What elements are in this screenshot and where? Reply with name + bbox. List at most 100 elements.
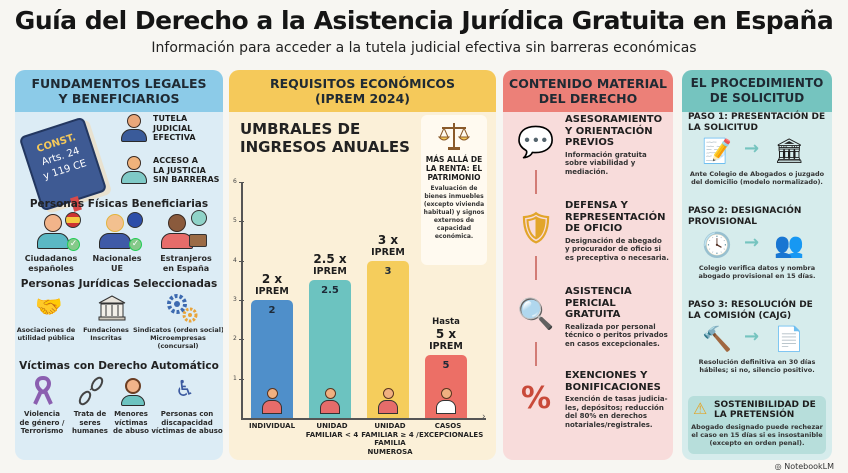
eu-flag-icon bbox=[127, 212, 143, 228]
document-pen-icon: 📝 bbox=[702, 137, 732, 165]
victima-line: Trata de bbox=[73, 410, 107, 418]
top-label-main: 2.5 x bbox=[313, 252, 347, 267]
patrimonio-text: Evaluación de bienes inmuebles (excepto vi… bbox=[421, 185, 487, 241]
child-icon bbox=[121, 378, 145, 406]
bar-top-label: 2.5 x IPREM bbox=[301, 252, 359, 277]
gears-icon bbox=[165, 293, 199, 323]
top-label-sub: IPREM bbox=[255, 286, 289, 297]
desc-line: hábiles; si no, silencio positivo. bbox=[699, 366, 815, 374]
income-threshold-chart: › 1 2 3 4 5 6 2 2 x IPREM INDIVIDUAL 2.5 2.5 x IPREM U… bbox=[229, 70, 496, 460]
contenido-title: DEFENSA Y REPRESENTACIÓN DE OFICIO bbox=[565, 200, 671, 235]
bar-top-label: 2 x IPREM bbox=[243, 272, 301, 297]
patrimonio-title-line: MÁS ALLÁ DE bbox=[425, 155, 483, 164]
warning-icon: ⚠ bbox=[693, 399, 708, 418]
title-line: ASESORAMIENTO bbox=[565, 114, 663, 125]
title-line: DEFENSA Y bbox=[565, 200, 628, 211]
bar-top-label: Hasta 5 x IPREM bbox=[417, 317, 475, 352]
desc-line: Colegio verifica datos y nombra bbox=[698, 264, 816, 272]
text-line: bienes inmuebles bbox=[424, 193, 484, 200]
juridica-line: (concursal) bbox=[157, 342, 199, 350]
juridica-line: Microempresas bbox=[150, 334, 206, 342]
patrimonio-title-line: LA RENTA: EL bbox=[425, 164, 483, 173]
x-tick-label: UNIDAD FAMILIAR ≥ 4 /FAMILIA NUMEROSA bbox=[361, 422, 419, 456]
victima-label: Trata de seres humanes bbox=[69, 410, 111, 436]
y-tick-label: 1 bbox=[233, 374, 237, 382]
x-axis-line bbox=[241, 418, 486, 420]
fisica-label: Estranjeros en España bbox=[151, 254, 221, 273]
x-axis-arrow-icon: › bbox=[482, 412, 486, 422]
building-icon bbox=[97, 295, 127, 321]
x-label-line: EXCEPCIONALES bbox=[419, 430, 484, 439]
juridica-line: Fundaciones bbox=[83, 326, 129, 334]
y-tick-label: 2 bbox=[233, 335, 237, 343]
top-label-main: 2 x bbox=[261, 272, 283, 286]
desc-line: Resolución definitiva en 30 días bbox=[698, 358, 816, 366]
sostenibilidad-warning: ⚠ SOSTENIBILIDAD DE LA PRETENSIÓN Abogad… bbox=[688, 396, 826, 454]
procedimiento-panel: EL PROCEDIMIENTO DE SOLICITUD PASO 1: PR… bbox=[682, 70, 832, 460]
juridica-line: Asociaciones de bbox=[16, 326, 76, 334]
desc-line: abogado provisional en 15 días. bbox=[698, 272, 816, 280]
contenido-item: % EXENCIONES Y BONIFICACIONES Exención de t… bbox=[503, 368, 673, 448]
arrow-right-icon: → bbox=[744, 232, 760, 253]
x-label-line: UNIDAD bbox=[374, 422, 406, 430]
arrow-right-icon: → bbox=[744, 326, 760, 347]
connector-line bbox=[535, 342, 537, 366]
contenido-text: ASESORAMIENTO Y ORIENTACIÓN PREVIOS Informa… bbox=[565, 114, 671, 176]
suitcase-icon bbox=[189, 234, 207, 247]
scales-icon bbox=[437, 121, 471, 151]
heading-line: (IPREM 2024) bbox=[315, 91, 410, 106]
y-tick-mark bbox=[239, 221, 244, 223]
connector-line bbox=[535, 170, 537, 194]
desc-line: y procurador de oficio si bbox=[565, 245, 661, 253]
title-line: PERICIAL bbox=[565, 297, 616, 309]
title-line: EXENCIONES Y bbox=[565, 370, 648, 381]
bar-top-label: 3 x IPREM bbox=[359, 233, 417, 258]
text-line: externos de bbox=[433, 217, 475, 224]
principle-acceso: ACCESO A LA JUSTICIA SIN BARRERAS bbox=[153, 156, 219, 185]
person-icon bbox=[121, 114, 147, 142]
desc-line: Realizada por personal bbox=[565, 322, 656, 331]
heading-line: REQUISITOS ECONÓMICOS bbox=[269, 76, 456, 91]
juridica-label: Sindicatos (orden social) Microempresas (c… bbox=[133, 326, 223, 350]
x-label-line: CASOS bbox=[434, 422, 462, 430]
contenido-desc: Designación de abegado y procurador de of… bbox=[565, 237, 671, 263]
contenido-title: EXENCIONES Y BONIFICACIONES bbox=[565, 370, 671, 393]
juridica-label: Fundaciones Inscritas bbox=[81, 326, 131, 342]
text-line: (excepto vivienda bbox=[423, 201, 485, 208]
victima-line: humanes bbox=[72, 427, 108, 435]
step-desc: Resolución definitiva en 30 días hábiles;… bbox=[682, 358, 832, 374]
juridica-label: Asociaciones de utilidad pública bbox=[15, 326, 77, 342]
step-desc: Colegio verifica datos y nombra abogado p… bbox=[682, 264, 832, 280]
procedure-step: PASO 3: RESOLUCIÓN DE LA COMISIÓN (CAJG) 🔨… bbox=[688, 300, 826, 390]
top-label-sub: IPREM bbox=[371, 246, 405, 258]
fundamentos-heading: FUNDAMENTOS LEGALES Y BENEFICIARIOS bbox=[15, 70, 223, 112]
broken-chain-icon bbox=[77, 376, 105, 406]
fisica-label: Ciudadanos españoles bbox=[19, 254, 83, 273]
title-line: PASO 1: PRESENTACIÓN DE bbox=[688, 112, 826, 122]
bar-value-label: 2.5 bbox=[321, 285, 339, 297]
bar-value-label: 2 bbox=[268, 305, 276, 316]
contenido-desc: Información gratuita sobre viabilidad y me… bbox=[565, 151, 671, 177]
x-label-line: FAMILIA bbox=[374, 439, 406, 447]
victima-line: seres bbox=[79, 418, 101, 427]
y-tick-mark bbox=[239, 182, 244, 183]
warning-title: SOSTENIBILIDAD DE LA PRETENSIÓN bbox=[714, 400, 816, 420]
bar-value-label: 5 bbox=[442, 360, 450, 372]
text-line: económica. bbox=[434, 233, 474, 240]
victima-line: Menores bbox=[114, 410, 148, 418]
x-label-line: NUMEROSA bbox=[367, 447, 413, 456]
arrow-right-icon: → bbox=[744, 138, 760, 159]
fisicas-title: Personas Físicas Beneficiarias bbox=[29, 198, 209, 210]
heading-line: DE SOLICITUD bbox=[709, 91, 805, 105]
fisica-label: Nacionales UE bbox=[87, 254, 147, 273]
title-line: REPRESENTACIÓN bbox=[565, 211, 666, 223]
victima-line: de género / bbox=[19, 418, 65, 427]
contenido-item: 🔍 ASISTENCIA PERICIAL GRATUITA Realizada por… bbox=[503, 284, 673, 364]
x-label-line: INDIVIDUAL bbox=[248, 422, 296, 430]
y-tick-mark bbox=[239, 260, 244, 262]
desc-line: el caso en 15 días si es insostanible bbox=[691, 431, 823, 439]
principle-tutela: TUTELA JUDICIAL EFECTIVA bbox=[153, 114, 196, 143]
top-label-main: 5 x bbox=[435, 327, 457, 342]
top-label-sub: IPREM bbox=[313, 266, 347, 278]
title-line: GRATUITA bbox=[565, 309, 621, 320]
